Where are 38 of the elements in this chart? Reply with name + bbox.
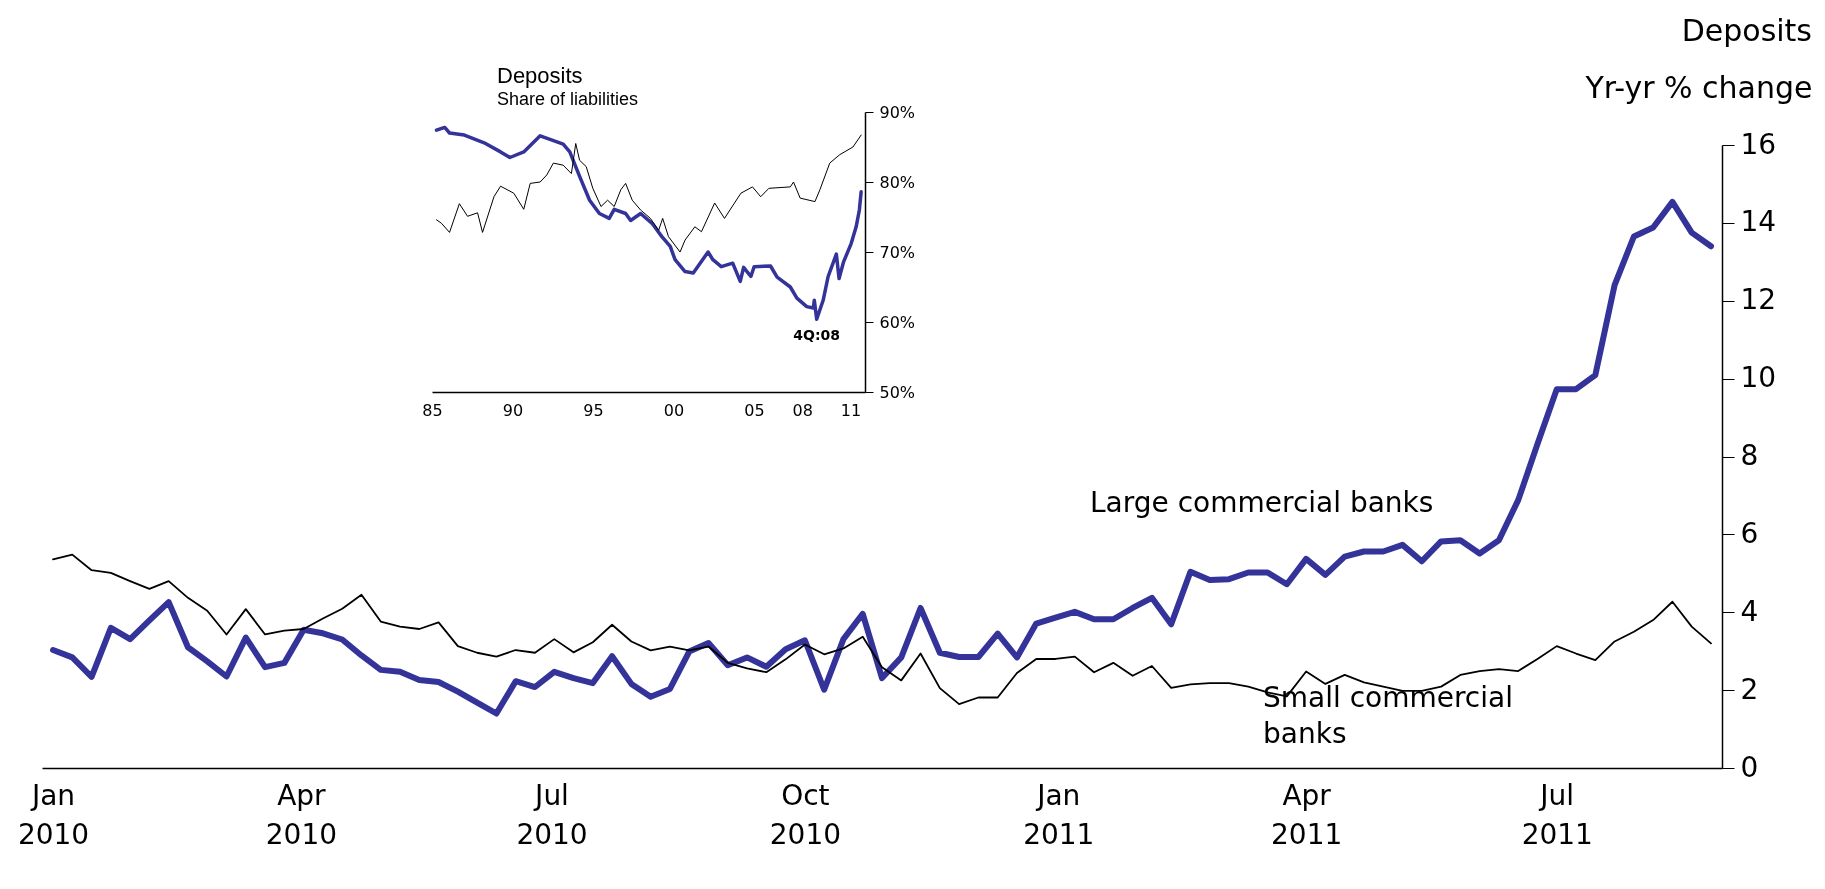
series-label: Small commercial banks	[1263, 681, 1513, 751]
y-tick-label: 2	[1740, 672, 1759, 706]
y-tick-label: 8	[1740, 439, 1759, 472]
chart-subtitle: Share of liabilities	[497, 89, 639, 109]
x-tick-label: Jul 2011	[1521, 778, 1593, 851]
y-tick-label: 90%	[879, 102, 916, 122]
y-tick-label: 0	[1740, 750, 1759, 784]
y-tick-label: 16	[1740, 127, 1777, 161]
x-tick-label: 08	[792, 400, 813, 420]
x-tick-label: 11	[840, 400, 862, 420]
x-tick-label: Apr 2010	[265, 778, 338, 851]
series-label: Large commercial banks	[1090, 486, 1434, 519]
chart-title: Deposits	[497, 63, 583, 88]
x-tick-label: Apr 2011	[1271, 778, 1343, 851]
y-tick-label: 80%	[879, 172, 916, 192]
chart-title: Deposits	[1681, 13, 1812, 48]
y-tick-label: 10	[1740, 361, 1777, 395]
x-tick-label: 00	[663, 400, 685, 420]
y-tick-label: 50%	[879, 382, 916, 402]
x-tick-label: 85	[422, 400, 443, 420]
y-tick-label: 6	[1740, 516, 1759, 550]
line-series	[52, 553, 1712, 706]
y-tick-label: 14	[1740, 205, 1777, 239]
x-tick-label: 05	[744, 400, 765, 420]
line-series	[434, 125, 863, 321]
y-tick-label: 70%	[879, 242, 916, 262]
y-tick-label: 4	[1740, 594, 1759, 628]
x-tick-label: 90	[502, 400, 524, 420]
y-axis-title: Yr-yr % change	[1584, 69, 1813, 105]
x-tick-label: Jan 2011	[1023, 778, 1095, 851]
line-series	[436, 134, 862, 253]
x-tick-label: Oct 2010	[769, 778, 842, 851]
annotation: 4Q:08	[793, 327, 841, 344]
x-tick-label: 95	[583, 400, 604, 420]
y-tick-label: 60%	[879, 312, 916, 332]
y-tick-label: 12	[1740, 283, 1777, 317]
x-tick-label: Jan 2010	[17, 778, 90, 851]
x-tick-label: Jul 2010	[516, 778, 588, 851]
